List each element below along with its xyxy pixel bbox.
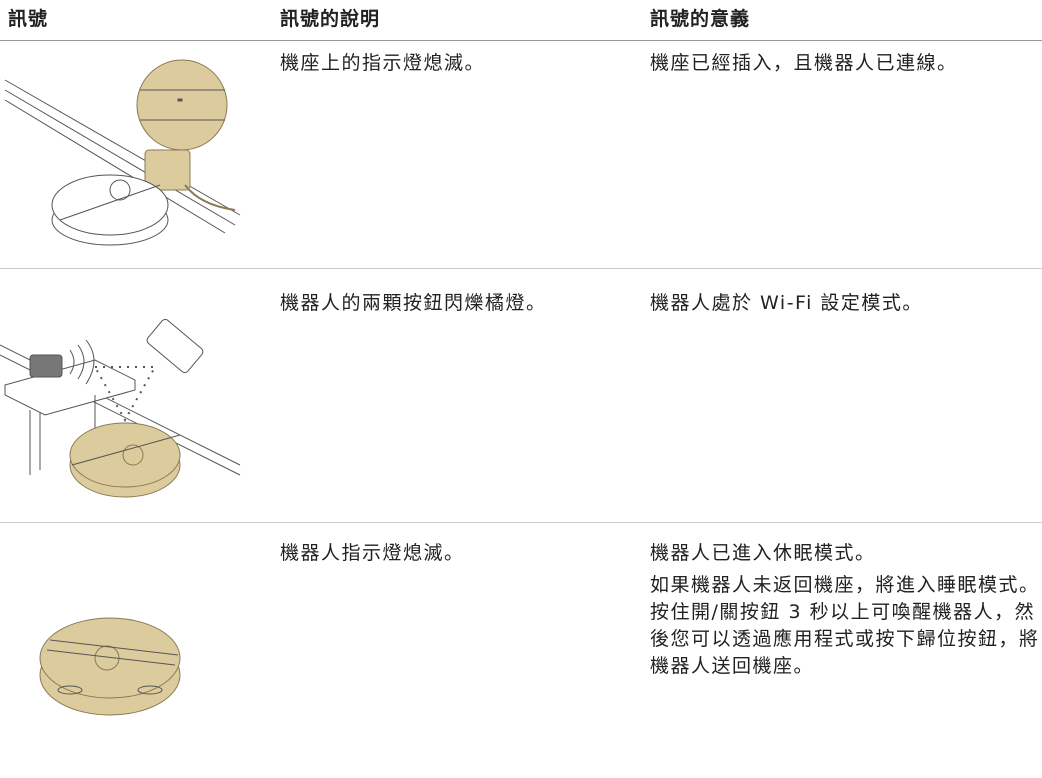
row-rule: [0, 268, 1042, 269]
cell-meaning: 機器人處於 Wi-Fi 設定模式。: [650, 290, 1042, 322]
illustration-dock: [4, 59, 241, 246]
illustration-wifi: [0, 318, 241, 498]
header-cell: 訊號的意義: [650, 8, 751, 30]
cell-description: 機器人指示燈熄滅。: [280, 542, 465, 564]
illustration-robot: [39, 617, 181, 716]
cell-description: 機器人的兩顆按鈕閃爍橘燈。: [280, 292, 547, 314]
header-rule: [0, 40, 1042, 41]
row-rule: [0, 522, 1042, 523]
paragraph: 機器人已進入休眠模式。: [650, 542, 876, 564]
paragraph: 機器人處於 Wi-Fi 設定模式。: [650, 292, 923, 314]
cell-meaning: 機器人已進入休眠模式。 如果機器人未返回機座，將進入睡眠模式。 按住開/關按鈕 …: [650, 540, 1042, 685]
header-cell: 訊號的說明: [280, 8, 381, 30]
paragraph: 機座已經插入，且機器人已連線。: [650, 52, 958, 74]
cell-description: 機座上的指示燈熄滅。: [280, 52, 486, 74]
header-cell: 訊號: [8, 8, 49, 30]
paragraph: 如果機器人未返回機座，將進入睡眠模式。 按住開/關按鈕 3 秒以上可喚醒機器人，…: [650, 574, 1040, 677]
cell-meaning: 機座已經插入，且機器人已連線。: [650, 50, 1042, 82]
